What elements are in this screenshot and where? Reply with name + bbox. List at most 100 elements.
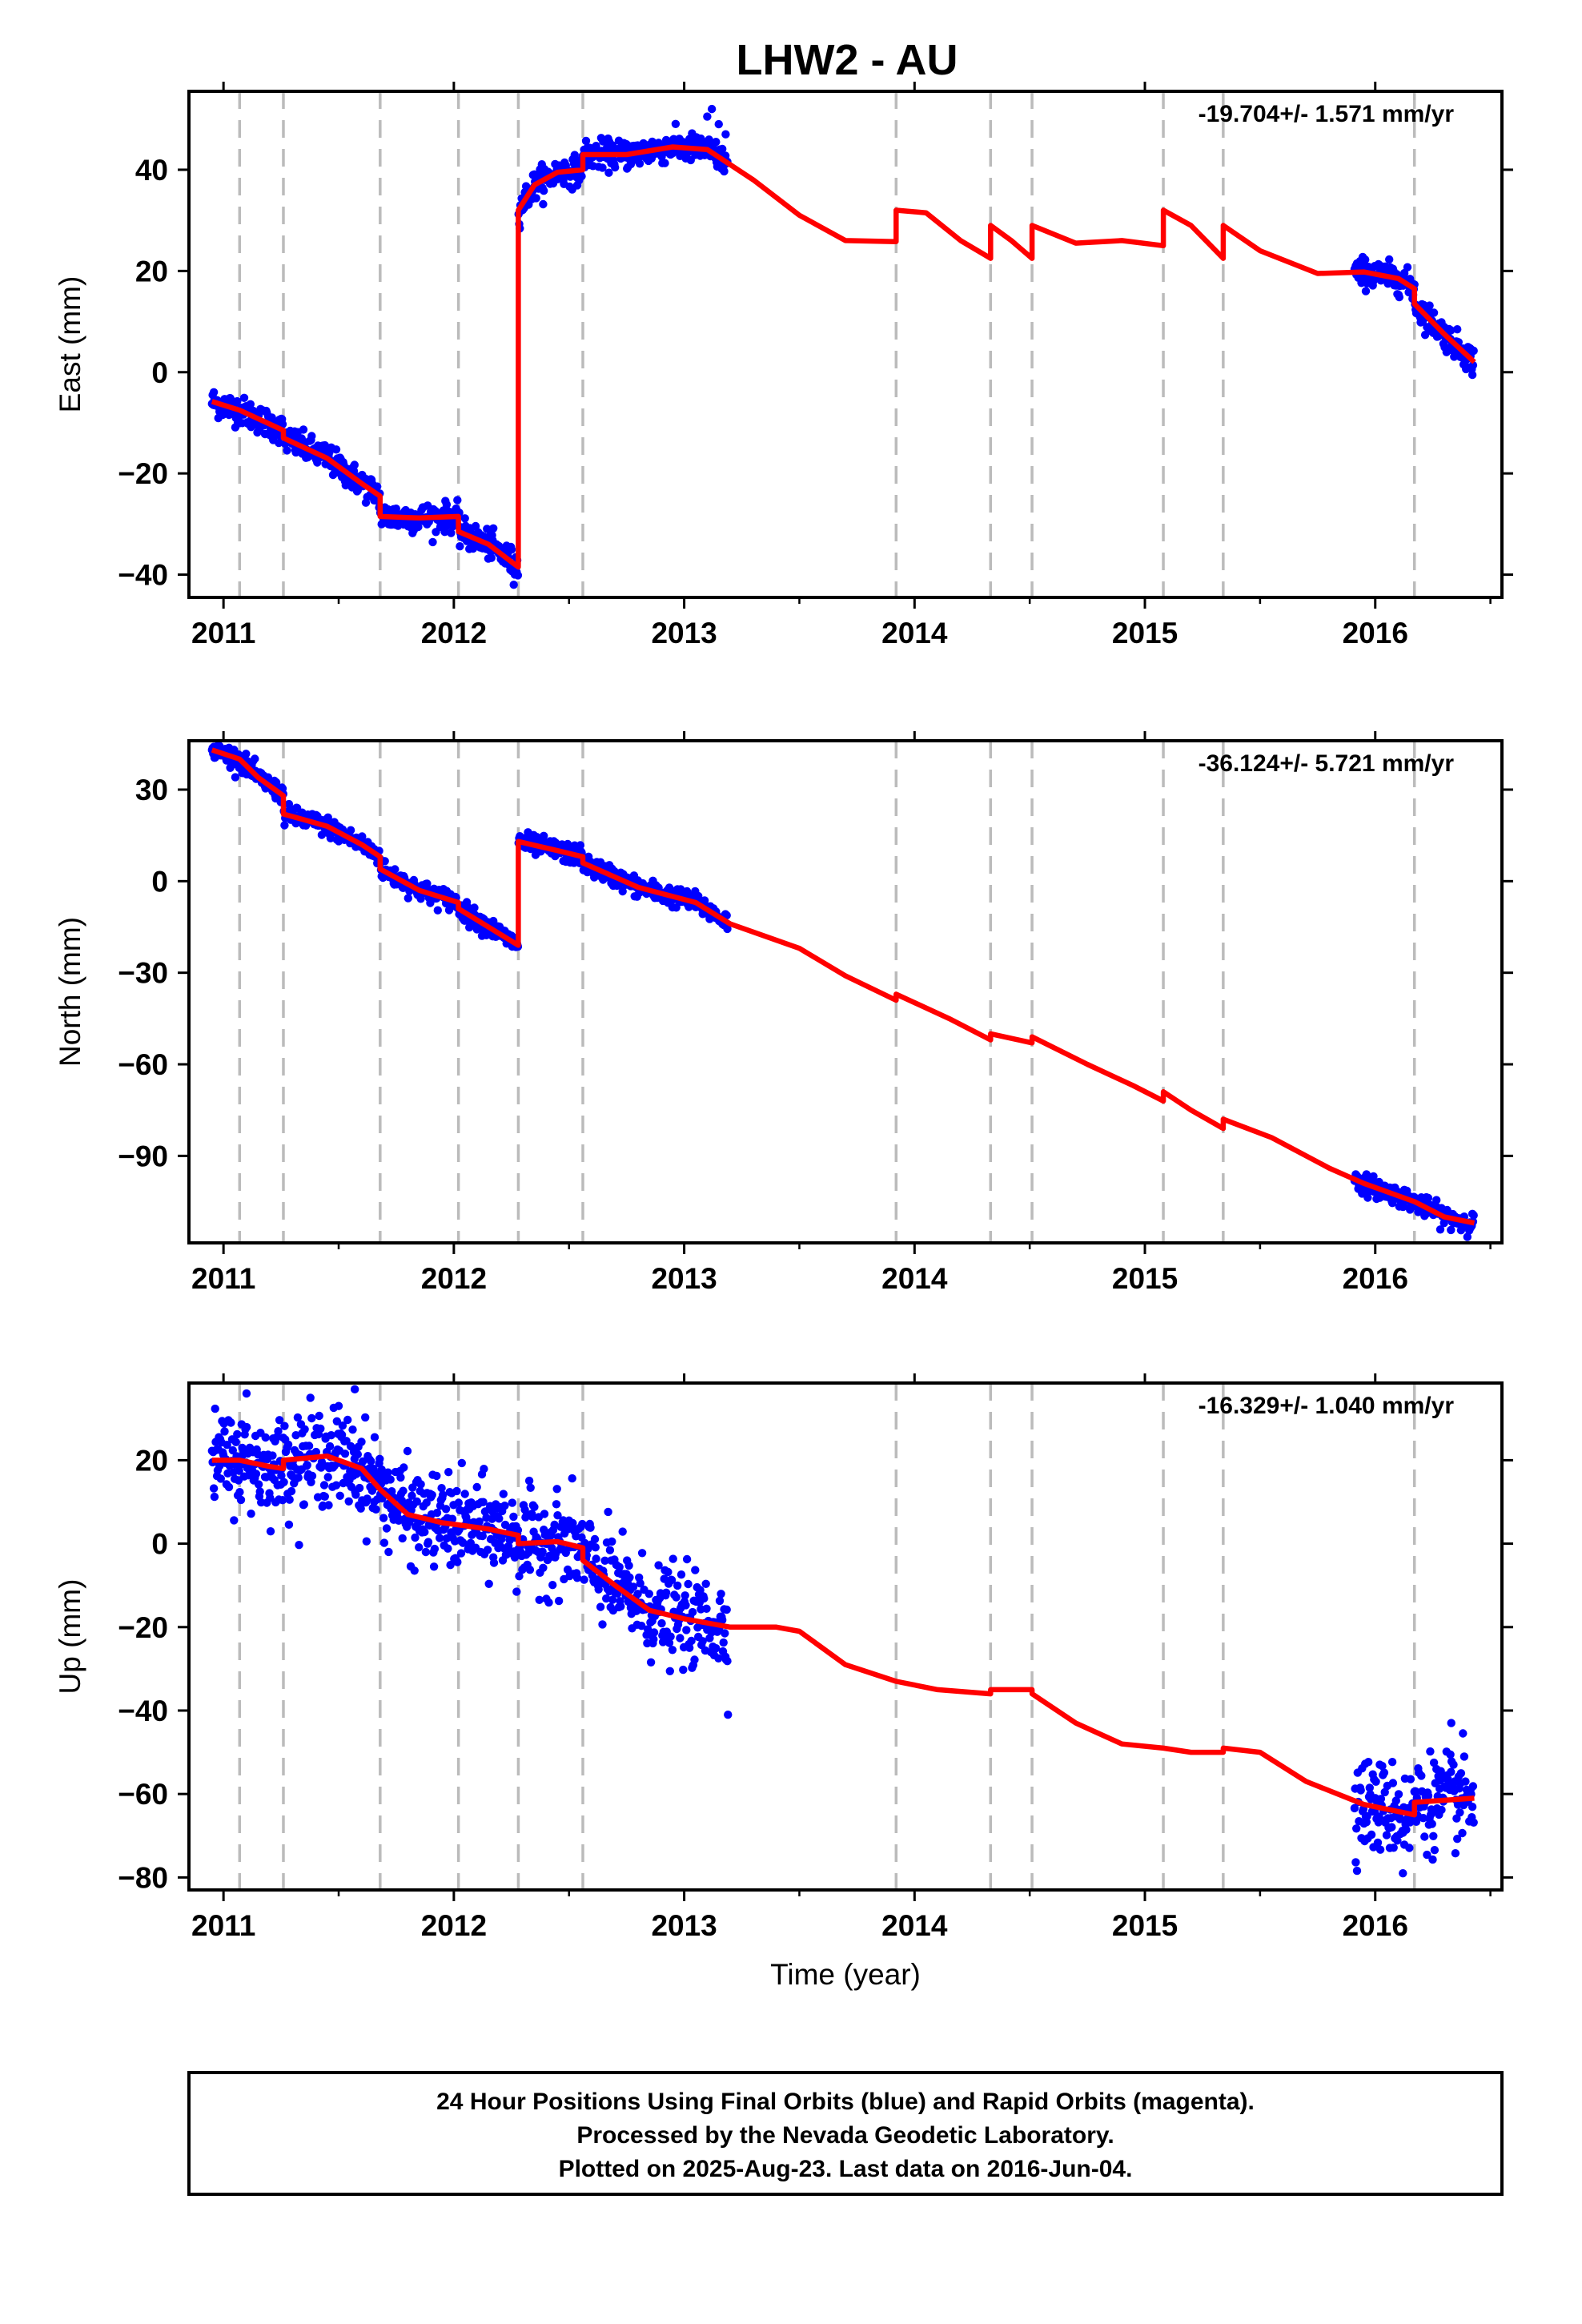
data-point [460, 514, 469, 523]
data-point [495, 1514, 504, 1523]
data-point [1411, 1817, 1421, 1826]
data-point [509, 1512, 518, 1522]
data-point [415, 1543, 424, 1552]
x-tick-label: 2014 [881, 617, 948, 649]
data-point [327, 1431, 335, 1440]
data-point [287, 1486, 296, 1496]
data-point [661, 1588, 671, 1598]
data-point [1469, 1818, 1478, 1827]
data-point [1447, 1719, 1456, 1727]
data-point [1446, 1750, 1455, 1759]
data-point [525, 1566, 535, 1574]
data-point [684, 1579, 693, 1589]
data-point [478, 1531, 487, 1541]
data-point [422, 1498, 431, 1507]
x-tick-label: 2013 [651, 1909, 717, 1942]
data-point [334, 1401, 343, 1410]
data-point [526, 1483, 535, 1493]
data-point [598, 163, 607, 172]
data-point [382, 1524, 391, 1533]
data-point [421, 1547, 431, 1557]
data-point [350, 460, 359, 469]
data-point [412, 1497, 421, 1506]
data-point [428, 1490, 436, 1500]
data-point [358, 832, 367, 841]
data-point [682, 1554, 692, 1564]
data-point [210, 1492, 219, 1502]
data-point [1468, 360, 1478, 370]
data-point [1403, 263, 1412, 271]
data-point [596, 1602, 605, 1611]
data-point [242, 1389, 251, 1398]
data-point [319, 1481, 329, 1490]
rate-label: -16.329+/- 1.040 mm/yr [1199, 1393, 1455, 1419]
data-point [1429, 1831, 1438, 1840]
data-point [548, 1581, 557, 1590]
data-point [1447, 326, 1456, 335]
data-point [538, 1547, 547, 1556]
data-point [625, 1573, 634, 1582]
data-point [1402, 1825, 1411, 1834]
data-point [691, 1566, 700, 1574]
x-tick-label: 2016 [1343, 617, 1408, 649]
x-tick-label: 2012 [421, 1909, 487, 1942]
data-point [323, 1473, 332, 1482]
model-line [211, 144, 1476, 570]
data-point [428, 537, 437, 547]
data-point [646, 1658, 656, 1667]
data-point [530, 1502, 539, 1512]
data-point [637, 1622, 646, 1630]
data-point [604, 1507, 612, 1517]
data-point [280, 821, 289, 830]
data-point [255, 1487, 264, 1496]
y-tick-label: −80 [118, 1861, 168, 1894]
data-point [363, 1494, 371, 1503]
data-point [489, 1558, 499, 1567]
data-point [280, 1421, 289, 1430]
data-point [702, 1604, 711, 1614]
data-point [1371, 1777, 1380, 1786]
data-point [223, 1441, 231, 1449]
data-point [707, 104, 717, 114]
y-axis-label: East (mm) [54, 276, 86, 413]
data-point [230, 1516, 239, 1525]
data-point [414, 522, 423, 532]
data-point [611, 163, 620, 172]
data-point [1453, 1835, 1462, 1844]
data-point [224, 1482, 234, 1492]
data-point [602, 1594, 611, 1603]
x-tick-label: 2015 [1112, 1909, 1178, 1942]
data-point [1459, 1729, 1468, 1738]
data-point [1406, 1775, 1415, 1783]
data-point [454, 1498, 463, 1507]
data-point [1419, 1814, 1427, 1823]
data-point [1387, 1823, 1396, 1831]
y-tick-label: 0 [151, 1528, 168, 1561]
data-point [677, 1570, 686, 1579]
data-point [1379, 1768, 1389, 1777]
x-tick-label: 2015 [1112, 1262, 1178, 1295]
data-point [1449, 1760, 1458, 1769]
data-point [633, 1590, 642, 1598]
data-point [242, 1422, 251, 1432]
data-point [605, 1546, 615, 1554]
data-point [371, 1505, 380, 1514]
data-point [1352, 1824, 1361, 1833]
data-point [355, 1483, 364, 1493]
data-point [688, 1607, 697, 1617]
data-point [721, 1629, 729, 1638]
data-point [337, 1430, 347, 1439]
data-point [335, 1491, 344, 1501]
data-point [712, 1644, 721, 1653]
data-point [616, 1602, 625, 1611]
data-point [714, 119, 723, 129]
y-tick-label: 40 [135, 154, 168, 187]
y-tick-label: −60 [118, 1778, 168, 1811]
data-point [211, 1404, 219, 1413]
y-tick-label: 20 [135, 1444, 168, 1477]
data-point [472, 1482, 481, 1492]
data-point [685, 1643, 694, 1652]
data-point [447, 529, 456, 537]
data-point [304, 1441, 314, 1450]
